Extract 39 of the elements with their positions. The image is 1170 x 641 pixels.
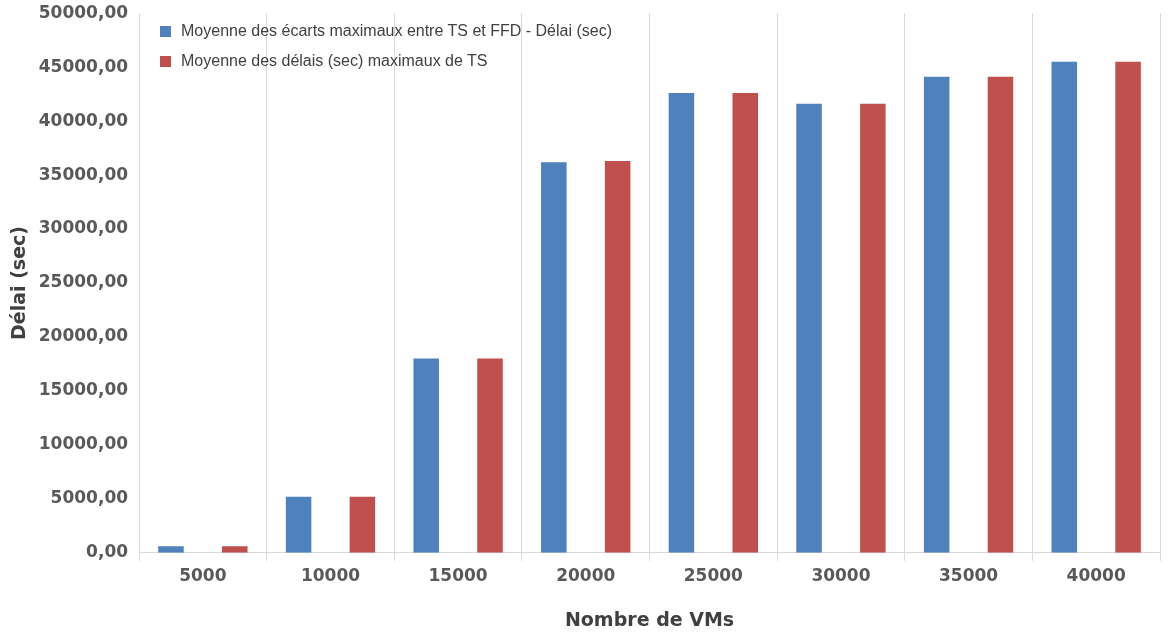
x-tick-label: 30000 bbox=[811, 565, 871, 586]
y-tick-label: 20000,00 bbox=[38, 325, 129, 346]
x-tick-label: 25000 bbox=[683, 565, 744, 586]
y-tick-label: 0,00 bbox=[86, 541, 129, 562]
bar bbox=[477, 358, 503, 553]
bar bbox=[668, 93, 695, 553]
bar bbox=[796, 103, 822, 553]
x-tick-label: 20000 bbox=[556, 565, 616, 586]
bar bbox=[860, 103, 886, 553]
y-tick-label: 40000,00 bbox=[38, 109, 129, 130]
legend-label: Moyenne des délais (sec) maximaux de TS bbox=[181, 52, 488, 70]
y-tick-label: 30000,00 bbox=[38, 217, 129, 238]
bar bbox=[349, 496, 376, 553]
bar bbox=[285, 496, 312, 553]
y-tick-label: 10000,00 bbox=[38, 433, 129, 454]
bar bbox=[158, 546, 184, 553]
bar bbox=[222, 546, 248, 553]
y-tick-label: 5000,00 bbox=[50, 487, 129, 508]
bar bbox=[1115, 61, 1141, 553]
x-tick-label: 10000 bbox=[300, 565, 361, 586]
bar bbox=[604, 161, 631, 553]
x-tick-label: 40000 bbox=[1066, 565, 1126, 586]
y-tick-label: 25000,00 bbox=[38, 271, 129, 292]
y-tick-label: 15000,00 bbox=[38, 379, 129, 400]
y-axis-title: Délai (sec) bbox=[7, 226, 30, 340]
x-tick-label: 35000 bbox=[939, 565, 999, 586]
bar bbox=[732, 93, 758, 553]
y-tick-label: 45000,00 bbox=[38, 55, 129, 76]
y-tick-label: 35000,00 bbox=[38, 163, 129, 184]
bar bbox=[1051, 61, 1078, 553]
bar bbox=[413, 358, 439, 553]
x-axis-title: Nombre de VMs bbox=[564, 607, 735, 630]
legend-label: Moyenne des écarts maximaux entre TS et FFD - Délai (sec) bbox=[181, 22, 612, 40]
bar bbox=[923, 76, 950, 553]
x-tick-label: 5000 bbox=[179, 565, 227, 586]
x-tick-label: 15000 bbox=[428, 565, 488, 586]
y-tick-label: 50000,00 bbox=[38, 1, 129, 22]
bar bbox=[987, 76, 1014, 553]
bar bbox=[541, 162, 567, 553]
